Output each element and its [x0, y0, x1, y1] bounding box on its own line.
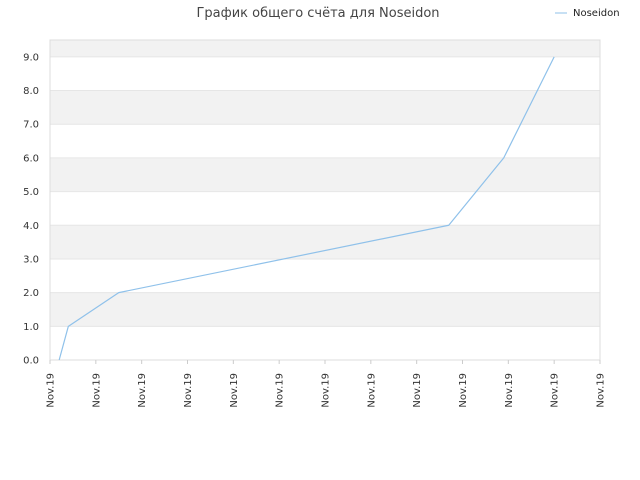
- x-tick-label: Nov.19: [321, 373, 332, 408]
- plot-band: [50, 191, 600, 226]
- x-tick-label: Nov.19: [91, 373, 102, 408]
- series-line-noseidon: [58, 56, 555, 361]
- plot-band: [50, 225, 600, 259]
- x-tick-label: Nov.19: [275, 373, 286, 408]
- y-tick-label: 7.0: [23, 120, 39, 131]
- y-tick-label: 5.0: [23, 187, 39, 198]
- chart-title: График общего счёта для Noseidon: [196, 6, 439, 21]
- plot-band: [50, 56, 600, 91]
- plot-band: [50, 292, 600, 327]
- series-group: [58, 56, 555, 361]
- plot-band: [50, 326, 600, 360]
- x-tick-label: Nov.19: [412, 373, 423, 408]
- x-tick-label: Nov.19: [229, 373, 240, 408]
- x-tick-label: Nov.19: [458, 373, 469, 408]
- plot-band: [50, 124, 600, 158]
- x-tick-label: Nov.19: [366, 373, 377, 408]
- legend-label-noseidon: Noseidon: [573, 8, 620, 19]
- y-tick-label: 4.0: [23, 221, 39, 232]
- x-tick-label: Nov.19: [596, 373, 607, 408]
- plot-band: [50, 40, 600, 57]
- x-tick-label: Nov.19: [504, 373, 515, 408]
- plot-band: [50, 258, 600, 293]
- y-axis: 0.0 1.0 2.0 3.0 4.0 5.0 6.0 7.0 8.0 9.0: [23, 52, 39, 366]
- y-tick-label: 0.0: [23, 356, 39, 367]
- x-tick-label: Nov.19: [137, 373, 148, 408]
- y-tick-label: 3.0: [23, 254, 39, 265]
- plot-bands: [50, 40, 600, 360]
- plot-band: [50, 157, 600, 192]
- x-axis: Nov.19 Nov.19 Nov.19 Nov.19 Nov.19 Nov.19 Nov.…: [46, 360, 607, 408]
- x-tick-label: Nov.19: [550, 373, 561, 408]
- x-tick-label: Nov.19: [46, 373, 57, 408]
- plot-band: [50, 90, 600, 125]
- y-tick-label: 9.0: [23, 52, 39, 63]
- y-tick-label: 1.0: [23, 322, 39, 333]
- x-tick-label: Nov.19: [183, 373, 194, 408]
- y-tick-label: 8.0: [23, 86, 39, 97]
- y-tick-label: 2.0: [23, 288, 39, 299]
- legend: Noseidon: [555, 8, 620, 19]
- y-tick-label: 6.0: [23, 153, 39, 164]
